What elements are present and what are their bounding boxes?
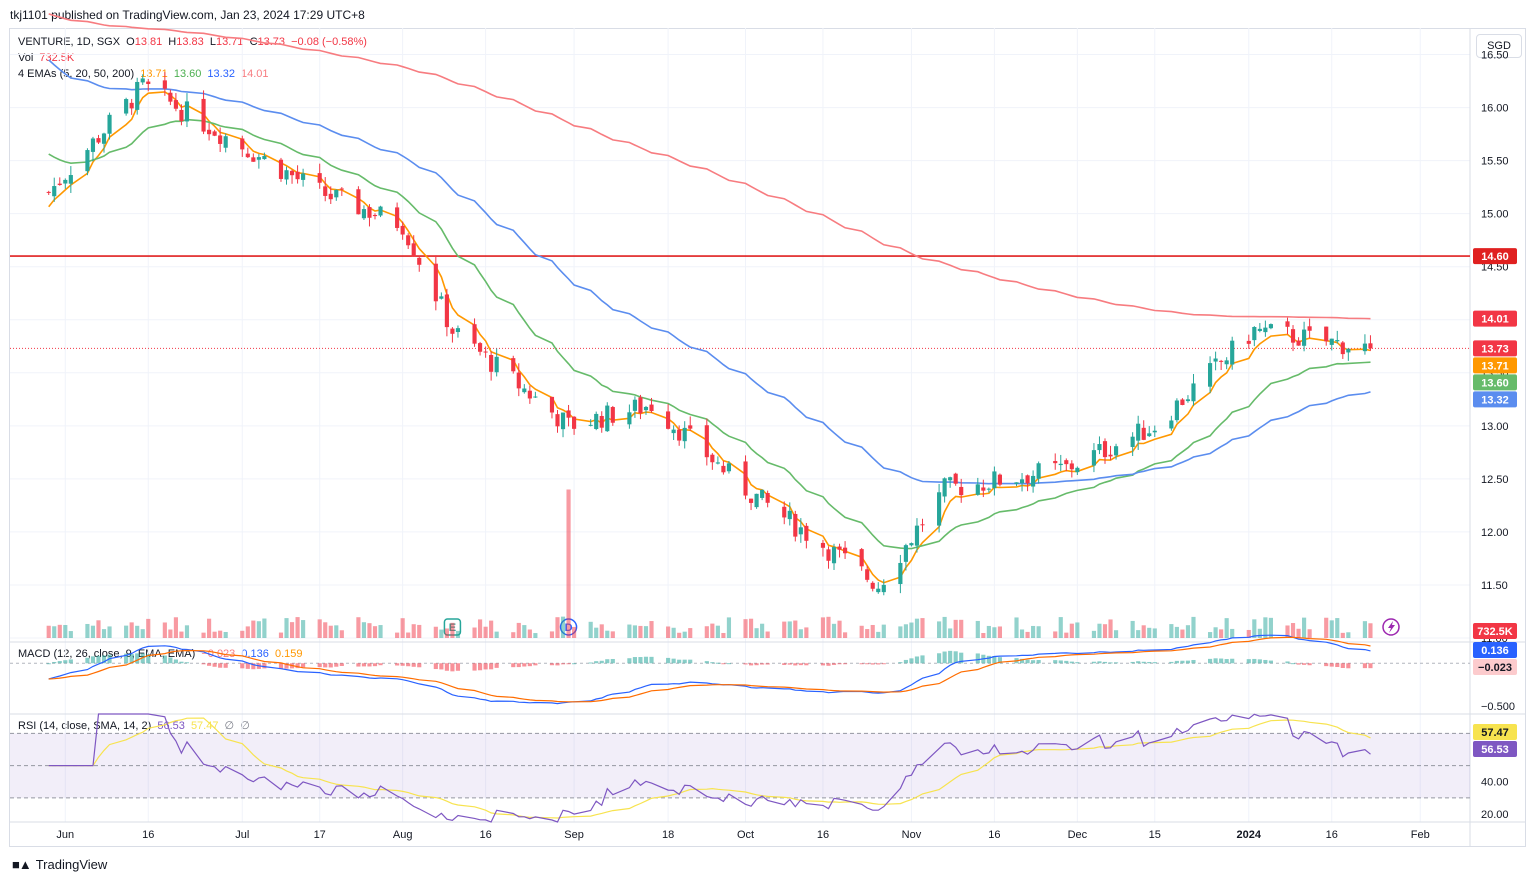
high-value: 13.83 [176,36,204,48]
low-value: 13.71 [215,36,244,48]
rsi-lower-band-value: ∅ [240,720,250,732]
rsi-label[interactable]: RSI (14, close, SMA, 14, 2) [18,720,152,732]
footer-brand[interactable]: ■▲ TradingView [12,857,107,872]
ema20-value: 13.60 [173,68,202,80]
open-label: O [126,36,135,48]
close-label: C [249,36,258,48]
publisher-line: tkj1101 published on TradingView.com, Ja… [10,8,365,22]
tradingview-logo-icon: ■▲ [12,857,32,872]
rsi-upper-band-value: ∅ [224,720,235,732]
macd-label[interactable]: MACD (12, 26, close, 9, EMA, EMA) [18,648,196,660]
change-value: −0.08 (−0.58%) [291,36,367,48]
open-value: 13.81 [134,36,163,48]
volume-value: 732.5K [39,52,75,64]
rsi-value: 56.53 [157,720,185,732]
macd-hist-value: −0.023 [201,648,236,660]
ema-label[interactable]: 4 EMAs (5, 20, 50, 200) [18,68,135,80]
footer-brand-text: TradingView [35,857,108,872]
macd-legend: MACD (12, 26, close, 9, EMA, EMA) −0.023… [18,647,305,661]
volume-legend: Vol 732.5K [18,51,77,65]
volume-label[interactable]: Vol [18,52,34,64]
macd-signal-value: 0.159 [274,648,303,660]
close-value: 13.73 [257,36,286,48]
price-legend: VENTURE, 1D, SGX O13.81 H13.83 L13.71 C1… [18,35,370,49]
symbol-label[interactable]: VENTURE, 1D, SGX [18,36,121,48]
ema5-value: 13.71 [140,68,168,80]
currency-button[interactable]: SGD [1476,34,1522,58]
ema200-value: 14.01 [241,68,269,80]
ema50-value: 13.32 [207,68,235,80]
rsi-ma-value: 57.47 [190,720,219,732]
rsi-legend: RSI (14, close, SMA, 14, 2) 56.53 57.47 … [18,719,253,733]
ema-legend: 4 EMAs (5, 20, 50, 200) 13.71 13.60 13.3… [18,67,272,81]
macd-line-value: 0.136 [241,648,269,660]
